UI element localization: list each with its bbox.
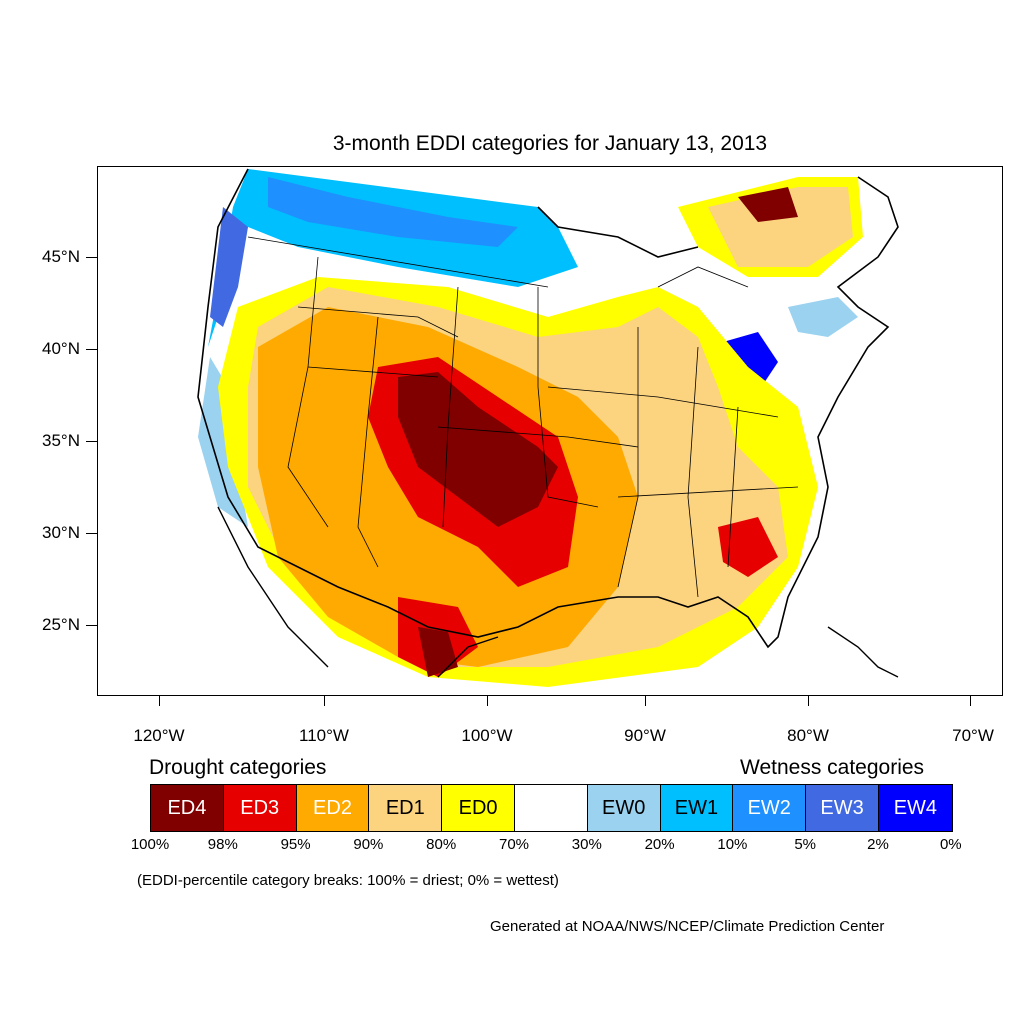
legend-cell-ew1: EW1 [660,785,734,831]
wet-region-northwest-strong [268,177,518,247]
category-legend: ED4 ED3 ED2 ED1 ED0 EW0 EW1 EW2 EW3 EW4 [150,784,953,832]
legend-cell-none [514,785,588,831]
legend-cell-ew2: EW2 [733,785,807,831]
lat-tick [86,441,97,442]
drought-ed1-northeast [708,187,853,267]
us-outline [197,168,899,649]
legend-cell-ed4: ED4 [151,785,224,831]
state-borders [247,236,799,598]
percentile-label: 98% [207,836,238,853]
lat-tick [86,349,97,350]
drought-ed4 [398,372,558,527]
percentile-label: 5% [794,836,817,853]
legend-cell-ew3: EW3 [806,785,879,831]
lat-label-45: 45°N [42,247,80,266]
florida-cuba [827,626,899,678]
percentile-label: 100% [130,836,170,853]
lon-tick [159,696,160,706]
lat-tick [86,257,97,258]
wetness-heading: Wetness categories [740,756,925,779]
drought-ed3-southeast [718,517,778,577]
map-title: 3-month EDDI categories for January 13, … [332,132,768,155]
percentile-label: 70% [498,836,530,853]
lon-tick [324,696,325,706]
lat-label-30: 30°N [42,523,80,542]
lon-label-110: 110°W [299,726,349,745]
lon-label-70: 70°W [952,726,994,745]
percentile-label: 80% [426,836,457,853]
legend-cell-ed3: ED3 [223,785,297,831]
percentile-label: 90% [353,836,384,853]
lon-tick [808,696,809,706]
drought-ed4-northeast [738,187,798,222]
lon-label-100: 100°W [461,726,513,745]
mexico-coast [217,506,499,678]
percentile-label: 10% [717,836,748,853]
legend-cell-ed2: ED2 [296,785,370,831]
lat-tick [86,625,97,626]
lon-tick [645,696,646,706]
percentile-label: 95% [280,836,311,853]
wet-region-coast [210,207,248,327]
lat-label-40: 40°N [42,339,80,358]
drought-heading: Drought categories [149,756,327,779]
lat-label-35: 35°N [42,431,80,450]
legend-cell-ed1: ED1 [369,785,443,831]
percentile-label: 30% [571,836,602,853]
wet-region-northeast [788,297,858,337]
credit-line: Generated at NOAA/NWS/NCEP/Climate Predi… [490,918,885,935]
lon-label-80: 80°W [787,726,829,745]
lon-tick [970,696,971,706]
lat-label-25: 25°N [42,615,80,634]
legend-cell-ew4: EW4 [878,785,952,831]
legend-cell-ed0: ED0 [442,785,515,831]
eddi-map-canvas [188,167,899,687]
percentile-label: 2% [867,836,889,853]
lat-tick [86,533,97,534]
lon-label-120: 120°W [133,726,185,745]
percentile-label: 0% [939,836,962,853]
lon-label-90: 90°W [624,726,666,745]
eddi-map [97,166,1003,696]
legend-cell-ew0: EW0 [587,785,661,831]
drought-ed4-texas-south [418,627,458,677]
lon-tick [487,696,488,706]
percentile-label: 20% [644,836,675,853]
category-note: (EDDI-percentile category breaks: 100% =… [137,872,559,889]
